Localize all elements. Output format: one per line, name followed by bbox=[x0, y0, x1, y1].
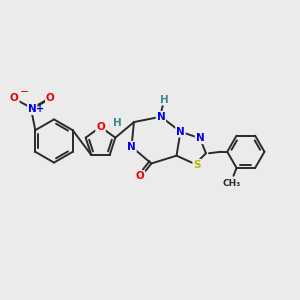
Text: N: N bbox=[127, 142, 136, 152]
Text: S: S bbox=[193, 160, 201, 170]
Text: H: H bbox=[160, 94, 168, 105]
Text: O: O bbox=[10, 93, 19, 103]
Text: O: O bbox=[46, 93, 55, 103]
Text: N: N bbox=[28, 104, 37, 114]
Text: N: N bbox=[196, 133, 204, 143]
Text: H: H bbox=[113, 118, 122, 128]
Text: CH₃: CH₃ bbox=[223, 179, 241, 188]
Text: N: N bbox=[157, 112, 165, 122]
Text: O: O bbox=[136, 171, 145, 182]
Text: O: O bbox=[96, 122, 105, 132]
Text: −: − bbox=[20, 87, 29, 97]
Text: N: N bbox=[176, 127, 185, 137]
Text: +: + bbox=[36, 104, 44, 114]
